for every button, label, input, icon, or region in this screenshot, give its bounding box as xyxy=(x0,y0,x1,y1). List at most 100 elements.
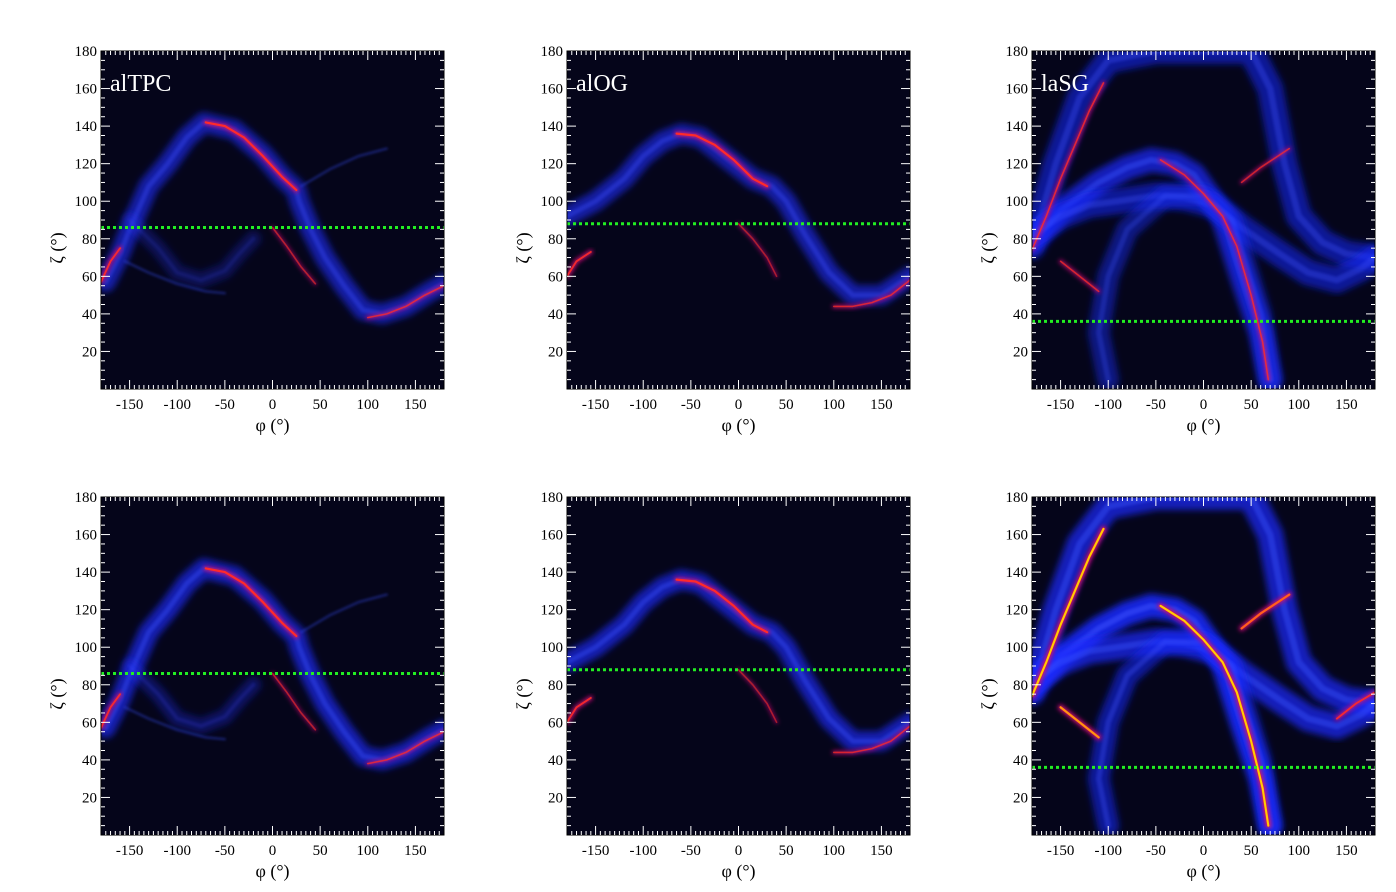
y-axis-label: ζ (°) xyxy=(978,678,999,709)
x-tick-label: 150 xyxy=(870,397,893,413)
y-tick-label: 40 xyxy=(82,753,97,769)
emission-band-core xyxy=(1032,497,1375,707)
x-tick-label: 100 xyxy=(357,843,380,859)
x-tick-label: -150 xyxy=(582,397,610,413)
emission-band-core xyxy=(1095,192,1273,383)
x-tick-label: 0 xyxy=(735,843,743,859)
y-tick-label: 20 xyxy=(82,344,97,360)
panel-label: alOG xyxy=(576,71,628,97)
caustic-peak xyxy=(1059,706,1100,739)
y-tick-label: 140 xyxy=(75,565,98,581)
caustic-ridge xyxy=(101,247,122,283)
x-tick-label: -100 xyxy=(163,397,191,413)
caustic-ridge xyxy=(366,284,444,319)
caustic-ridge xyxy=(101,693,122,729)
x-tick-label: -100 xyxy=(1094,843,1122,859)
panel-label: alTPC xyxy=(110,71,171,97)
y-tick-label: 40 xyxy=(82,307,97,323)
heatmap-layer xyxy=(567,569,910,755)
caustic-ridge xyxy=(737,223,778,278)
caustic-ridge xyxy=(737,668,778,724)
y-tick-label: 160 xyxy=(541,528,564,544)
y-tick-label: 160 xyxy=(1006,82,1029,98)
x-tick-label: 50 xyxy=(779,843,794,859)
ticks xyxy=(101,497,444,835)
y-tick-label: 40 xyxy=(1013,307,1028,323)
caustic-ridge xyxy=(675,578,769,634)
caustic-ridge xyxy=(1059,260,1100,293)
y-tick-label: 80 xyxy=(1013,232,1028,248)
y-tick-label: 160 xyxy=(1006,528,1029,544)
y-tick-label: 160 xyxy=(75,528,98,544)
x-tick-label: 150 xyxy=(1335,397,1358,413)
emission-band-core xyxy=(1032,51,1375,261)
x-tick-label: -50 xyxy=(1146,397,1166,413)
y-tick-label: 20 xyxy=(548,790,563,806)
y-tick-label: 80 xyxy=(548,678,563,694)
heatmap-layer xyxy=(1032,497,1375,835)
y-tick-label: 120 xyxy=(541,157,564,173)
x-tick-label: -50 xyxy=(1146,843,1166,859)
y-tick-label: 60 xyxy=(548,715,563,731)
caustic-ridge xyxy=(832,725,910,754)
y-tick-label: 120 xyxy=(75,603,98,619)
y-tick-label: 20 xyxy=(548,344,563,360)
y-tick-label: 180 xyxy=(75,44,98,60)
y-tick-label: 20 xyxy=(1013,790,1028,806)
caustic-ridge xyxy=(1240,593,1291,630)
caustic-ridge xyxy=(832,279,910,308)
y-tick-label: 140 xyxy=(75,119,98,135)
y-tick-label: 120 xyxy=(541,603,564,619)
y-tick-label: 160 xyxy=(75,82,98,98)
caustic-ridge xyxy=(567,250,592,278)
y-tick-label: 20 xyxy=(82,790,97,806)
x-tick-label: 100 xyxy=(357,397,380,413)
emission-band-core xyxy=(1095,638,1273,829)
y-tick-label: 20 xyxy=(1013,344,1028,360)
y-tick-label: 80 xyxy=(82,678,97,694)
y-tick-label: 100 xyxy=(75,194,98,210)
y-tick-label: 140 xyxy=(541,565,564,581)
heatmap-layer xyxy=(101,558,444,770)
y-tick-label: 140 xyxy=(1006,565,1029,581)
x-tick-label: -100 xyxy=(629,397,657,413)
x-tick-label: -50 xyxy=(681,843,701,859)
y-tick-label: 80 xyxy=(82,232,97,248)
x-tick-label: 0 xyxy=(1200,843,1208,859)
plot-area xyxy=(101,497,444,835)
ticks xyxy=(567,497,910,835)
x-tick-label: 150 xyxy=(870,843,893,859)
plot-area xyxy=(101,51,444,389)
x-tick-label: -100 xyxy=(163,843,191,859)
x-tick-label: -50 xyxy=(215,843,235,859)
x-tick-label: 50 xyxy=(313,397,328,413)
x-tick-label: -150 xyxy=(1047,843,1075,859)
caustic-ridge xyxy=(1240,147,1291,184)
ticks xyxy=(1032,497,1375,835)
x-tick-label: 100 xyxy=(1288,843,1311,859)
x-axis-label: φ (°) xyxy=(721,415,755,436)
x-tick-label: -150 xyxy=(116,843,144,859)
plot-area xyxy=(567,51,910,389)
x-tick-label: 0 xyxy=(269,397,277,413)
emission-band-core xyxy=(127,218,256,283)
caustic-ridge xyxy=(567,696,592,724)
y-tick-label: 40 xyxy=(548,753,563,769)
caustic-ridge xyxy=(204,121,298,192)
x-tick-label: 150 xyxy=(404,397,427,413)
y-tick-label: 60 xyxy=(548,269,563,285)
x-tick-label: 50 xyxy=(1244,843,1259,859)
y-tick-label: 120 xyxy=(1006,157,1029,173)
y-tick-label: 40 xyxy=(548,307,563,323)
y-tick-label: 100 xyxy=(541,640,564,656)
x-axis-label: φ (°) xyxy=(1186,415,1220,436)
emission-band-core xyxy=(127,664,256,729)
panel-6: -150 -100 -50 0 50 100 150 20 40 60 80 100 120 140 160… xyxy=(978,490,1376,882)
y-tick-label: 60 xyxy=(82,269,97,285)
heatmap-layer xyxy=(101,112,444,324)
y-tick-label: 140 xyxy=(1006,119,1029,135)
x-tick-label: -100 xyxy=(629,843,657,859)
panel-1: -150 -100 -50 0 50 100 150 20 40 60 80 100 120 140 160… xyxy=(47,44,445,436)
y-tick-label: 80 xyxy=(548,232,563,248)
